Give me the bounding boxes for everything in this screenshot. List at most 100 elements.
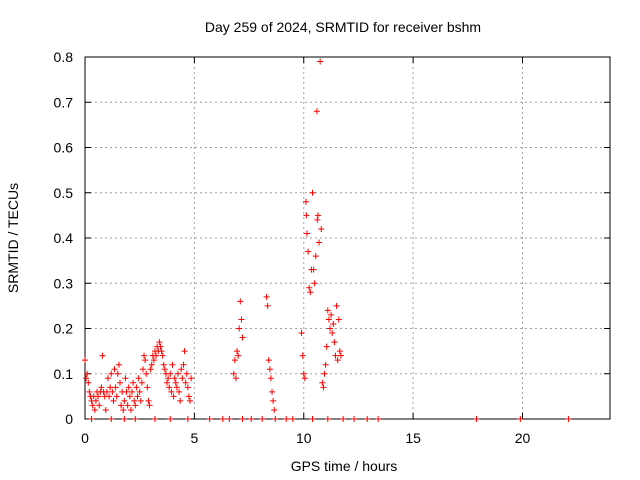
data-point (108, 416, 115, 422)
data-point (92, 397, 99, 404)
tick-labels: 0 5 10 15 20 0 0.1 0.2 0.3 0.4 0.5 0.6 0.7 0.8 (54, 49, 531, 446)
data-point (171, 375, 178, 382)
data-point (169, 361, 176, 368)
data-point (95, 393, 102, 400)
data-point (265, 357, 272, 364)
chart-title: Day 259 of 2024, SRMTID for receiver bsh… (205, 19, 481, 35)
data-point (141, 352, 148, 359)
data-point (336, 348, 343, 355)
data-point (177, 397, 184, 404)
data-point (86, 388, 93, 395)
data-point (266, 366, 273, 373)
data-point (321, 370, 328, 377)
data-point (134, 393, 141, 400)
data-point (153, 352, 160, 359)
data-point (234, 348, 241, 355)
data-point (135, 375, 142, 382)
data-point (130, 379, 137, 386)
data-point (302, 198, 309, 205)
data-point (283, 416, 290, 422)
x-tick-label: 20 (515, 430, 531, 446)
data-point (107, 384, 114, 391)
data-point (306, 284, 313, 291)
data-point (269, 388, 276, 395)
data-point (157, 343, 164, 350)
data-point (164, 379, 171, 386)
data-point (324, 416, 331, 422)
data-point (322, 361, 329, 368)
data-point (182, 379, 189, 386)
data-point (237, 298, 244, 305)
data-point (473, 416, 480, 422)
data-point (127, 406, 134, 413)
data-point (152, 416, 158, 422)
data-point (305, 248, 312, 255)
data-point (325, 316, 332, 323)
data-point (170, 393, 177, 400)
x-axis-label: GPS time / hours (291, 458, 398, 474)
data-point (165, 375, 172, 382)
data-point (323, 343, 330, 350)
data-point (172, 379, 179, 386)
data-point (312, 253, 319, 260)
data-point (185, 393, 192, 400)
data-point (158, 348, 165, 355)
data-point (144, 384, 151, 391)
y-tick-label: 0.1 (54, 366, 74, 382)
data-point (167, 416, 174, 422)
data-point (137, 397, 144, 404)
data-point (136, 388, 143, 395)
data-point (333, 302, 340, 309)
data-point (298, 330, 305, 337)
data-point (110, 397, 117, 404)
data-point (239, 334, 246, 341)
data-point (187, 397, 193, 404)
data-point (238, 316, 245, 323)
data-point (88, 416, 95, 422)
data-point (159, 352, 166, 359)
data-point (84, 370, 91, 377)
data-point (320, 384, 327, 391)
data-point (188, 375, 195, 382)
data-point (231, 357, 238, 364)
data-point (117, 379, 123, 386)
data-point (109, 388, 116, 395)
data-point (132, 402, 139, 409)
data-point (314, 212, 321, 219)
x-tick-label: 15 (405, 430, 421, 446)
data-point (183, 370, 190, 377)
data-point (270, 397, 277, 404)
data-point (313, 108, 320, 115)
data-point (329, 330, 336, 337)
data-point (156, 339, 163, 346)
data-point (143, 370, 150, 377)
data-point (83, 375, 90, 382)
data-point (263, 293, 270, 300)
data-point (104, 375, 111, 382)
data-point (147, 366, 154, 373)
y-tick-label: 0.4 (54, 230, 74, 246)
y-tick-label: 0.5 (54, 185, 74, 201)
data-point (517, 416, 524, 422)
data-point (317, 58, 324, 65)
data-point (98, 384, 105, 391)
x-tick-label: 10 (296, 430, 312, 446)
data-point (311, 280, 318, 287)
data-point (310, 266, 317, 273)
data-point (230, 370, 237, 377)
data-point (232, 375, 239, 382)
data-point (131, 397, 138, 404)
data-point (115, 361, 122, 368)
data-point (304, 230, 311, 237)
data-point (148, 361, 155, 368)
data-point (123, 388, 130, 395)
data-point (307, 289, 314, 296)
data-point (309, 416, 316, 422)
data-point (235, 352, 242, 359)
data-point (121, 416, 128, 422)
data-point (272, 416, 279, 422)
data-point (327, 325, 333, 332)
y-tick-label: 0.8 (54, 49, 74, 65)
data-point (161, 366, 168, 373)
data-point (319, 379, 326, 386)
